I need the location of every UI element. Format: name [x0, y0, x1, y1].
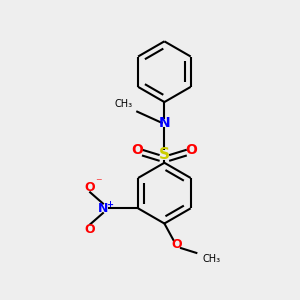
Text: ⁻: ⁻ — [95, 176, 101, 189]
Text: O: O — [85, 223, 95, 236]
Text: O: O — [186, 143, 197, 157]
Text: CH₃: CH₃ — [203, 254, 221, 264]
Text: +: + — [106, 200, 113, 209]
Text: O: O — [131, 143, 143, 157]
Text: N: N — [159, 116, 170, 130]
Text: CH₃: CH₃ — [115, 99, 133, 109]
Text: S: S — [159, 147, 170, 162]
Text: O: O — [85, 181, 95, 194]
Text: N: N — [98, 202, 108, 215]
Text: O: O — [172, 238, 182, 251]
